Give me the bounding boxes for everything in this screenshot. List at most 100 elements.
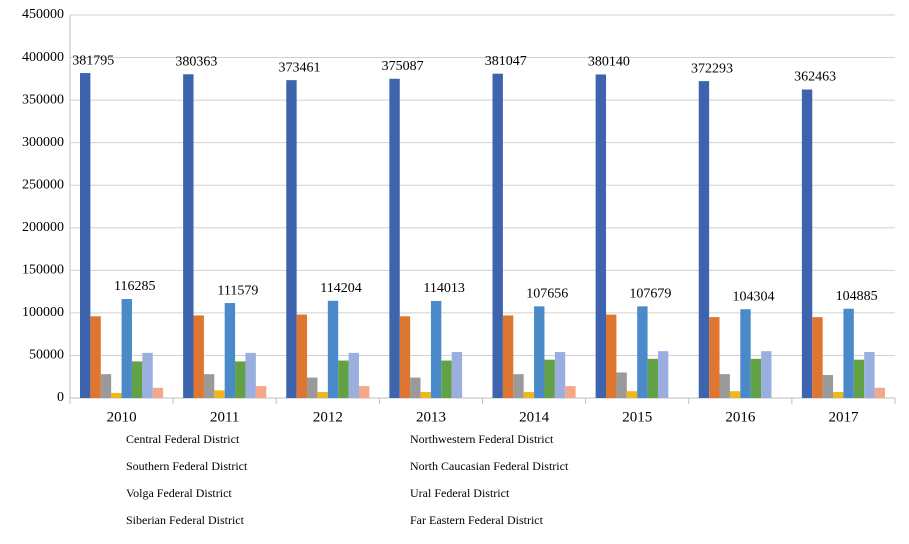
y-tick-label: 400000	[22, 50, 64, 65]
bar	[502, 315, 514, 398]
bar	[131, 361, 143, 398]
data-label: 116285	[114, 279, 155, 294]
bar	[80, 73, 91, 398]
legend-label: North Caucasian Federal District	[410, 459, 569, 473]
data-label: 114204	[320, 281, 361, 296]
bar	[296, 314, 308, 398]
bar	[740, 309, 751, 398]
bar	[657, 351, 669, 398]
data-label: 104885	[836, 289, 878, 304]
bar	[203, 374, 215, 398]
y-tick-label: 450000	[22, 7, 64, 22]
bar	[606, 314, 617, 398]
data-label: 380140	[588, 55, 630, 70]
bar	[843, 308, 854, 398]
y-tick-label: 100000	[22, 305, 64, 320]
y-tick-label: 300000	[22, 135, 64, 150]
x-tick-label: 2014	[519, 409, 550, 425]
bar	[121, 299, 132, 398]
bar	[750, 358, 762, 398]
bar	[595, 74, 607, 399]
data-label: 107679	[629, 287, 671, 302]
bar	[430, 300, 442, 398]
bar	[554, 352, 566, 398]
data-label: 380363	[175, 54, 217, 69]
bar	[565, 386, 576, 398]
legend-label: Far Eastern Federal District	[410, 513, 544, 527]
data-label: 381795	[72, 53, 114, 68]
bar	[358, 386, 370, 398]
legend-label: Central Federal District	[126, 432, 240, 446]
bar	[719, 374, 730, 398]
bar	[327, 300, 339, 398]
x-tick-label: 2017	[828, 409, 859, 425]
legend-label: Ural Federal District	[410, 486, 510, 500]
x-tick-label: 2016	[725, 409, 756, 425]
y-tick-label: 200000	[22, 220, 64, 235]
data-label: 373461	[278, 60, 320, 75]
bar	[235, 361, 246, 398]
x-tick-label: 2011	[210, 409, 239, 425]
legend-label: Northwestern Federal District	[410, 432, 554, 446]
data-label: 375087	[382, 59, 424, 74]
legend-label: Volga Federal District	[126, 486, 232, 500]
bar	[111, 392, 122, 398]
bar	[348, 352, 359, 398]
x-tick-label: 2010	[107, 409, 137, 425]
bar	[833, 392, 844, 398]
bar	[709, 317, 720, 398]
bar	[761, 351, 772, 398]
x-tick-label: 2015	[622, 409, 652, 425]
y-tick-label: 0	[57, 390, 64, 405]
y-tick-label: 350000	[22, 92, 64, 107]
x-tick-label: 2013	[416, 409, 446, 425]
y-tick-label: 250000	[22, 177, 64, 192]
bar	[451, 352, 463, 398]
bar	[245, 352, 256, 398]
bar	[513, 374, 524, 398]
bar	[822, 375, 834, 398]
bar	[853, 359, 865, 398]
data-label: 362463	[794, 70, 836, 85]
bar	[874, 387, 885, 398]
bar	[410, 377, 421, 398]
bar	[183, 74, 194, 398]
bar	[142, 352, 153, 398]
bar	[812, 317, 823, 398]
bar	[255, 386, 267, 398]
bar	[214, 390, 225, 398]
bar	[534, 306, 545, 398]
bar	[864, 352, 875, 398]
bar	[307, 377, 318, 398]
bar	[647, 358, 658, 398]
bar	[616, 372, 627, 398]
data-label: 381047	[485, 54, 527, 69]
bar	[286, 80, 297, 399]
bar	[152, 387, 164, 398]
bar	[801, 89, 813, 398]
bar	[420, 392, 431, 398]
legend-label: Southern Federal District	[126, 459, 248, 473]
data-label: 107656	[526, 287, 568, 302]
bar	[389, 78, 400, 399]
bar	[729, 391, 741, 398]
bar	[100, 374, 112, 398]
bar	[492, 73, 503, 399]
bar	[637, 306, 648, 398]
bar	[698, 81, 710, 398]
x-tick-label: 2012	[313, 409, 343, 425]
bar	[317, 392, 328, 398]
data-label: 104304	[733, 289, 775, 304]
bar	[90, 316, 101, 398]
bar	[224, 303, 236, 398]
data-label: 111579	[217, 283, 258, 298]
bar	[399, 316, 411, 398]
data-label: 372293	[691, 61, 733, 76]
bar	[193, 315, 204, 398]
bar	[544, 359, 555, 398]
bar	[523, 392, 535, 398]
legend-label: Siberian Federal District	[126, 513, 245, 527]
bar	[626, 391, 638, 398]
